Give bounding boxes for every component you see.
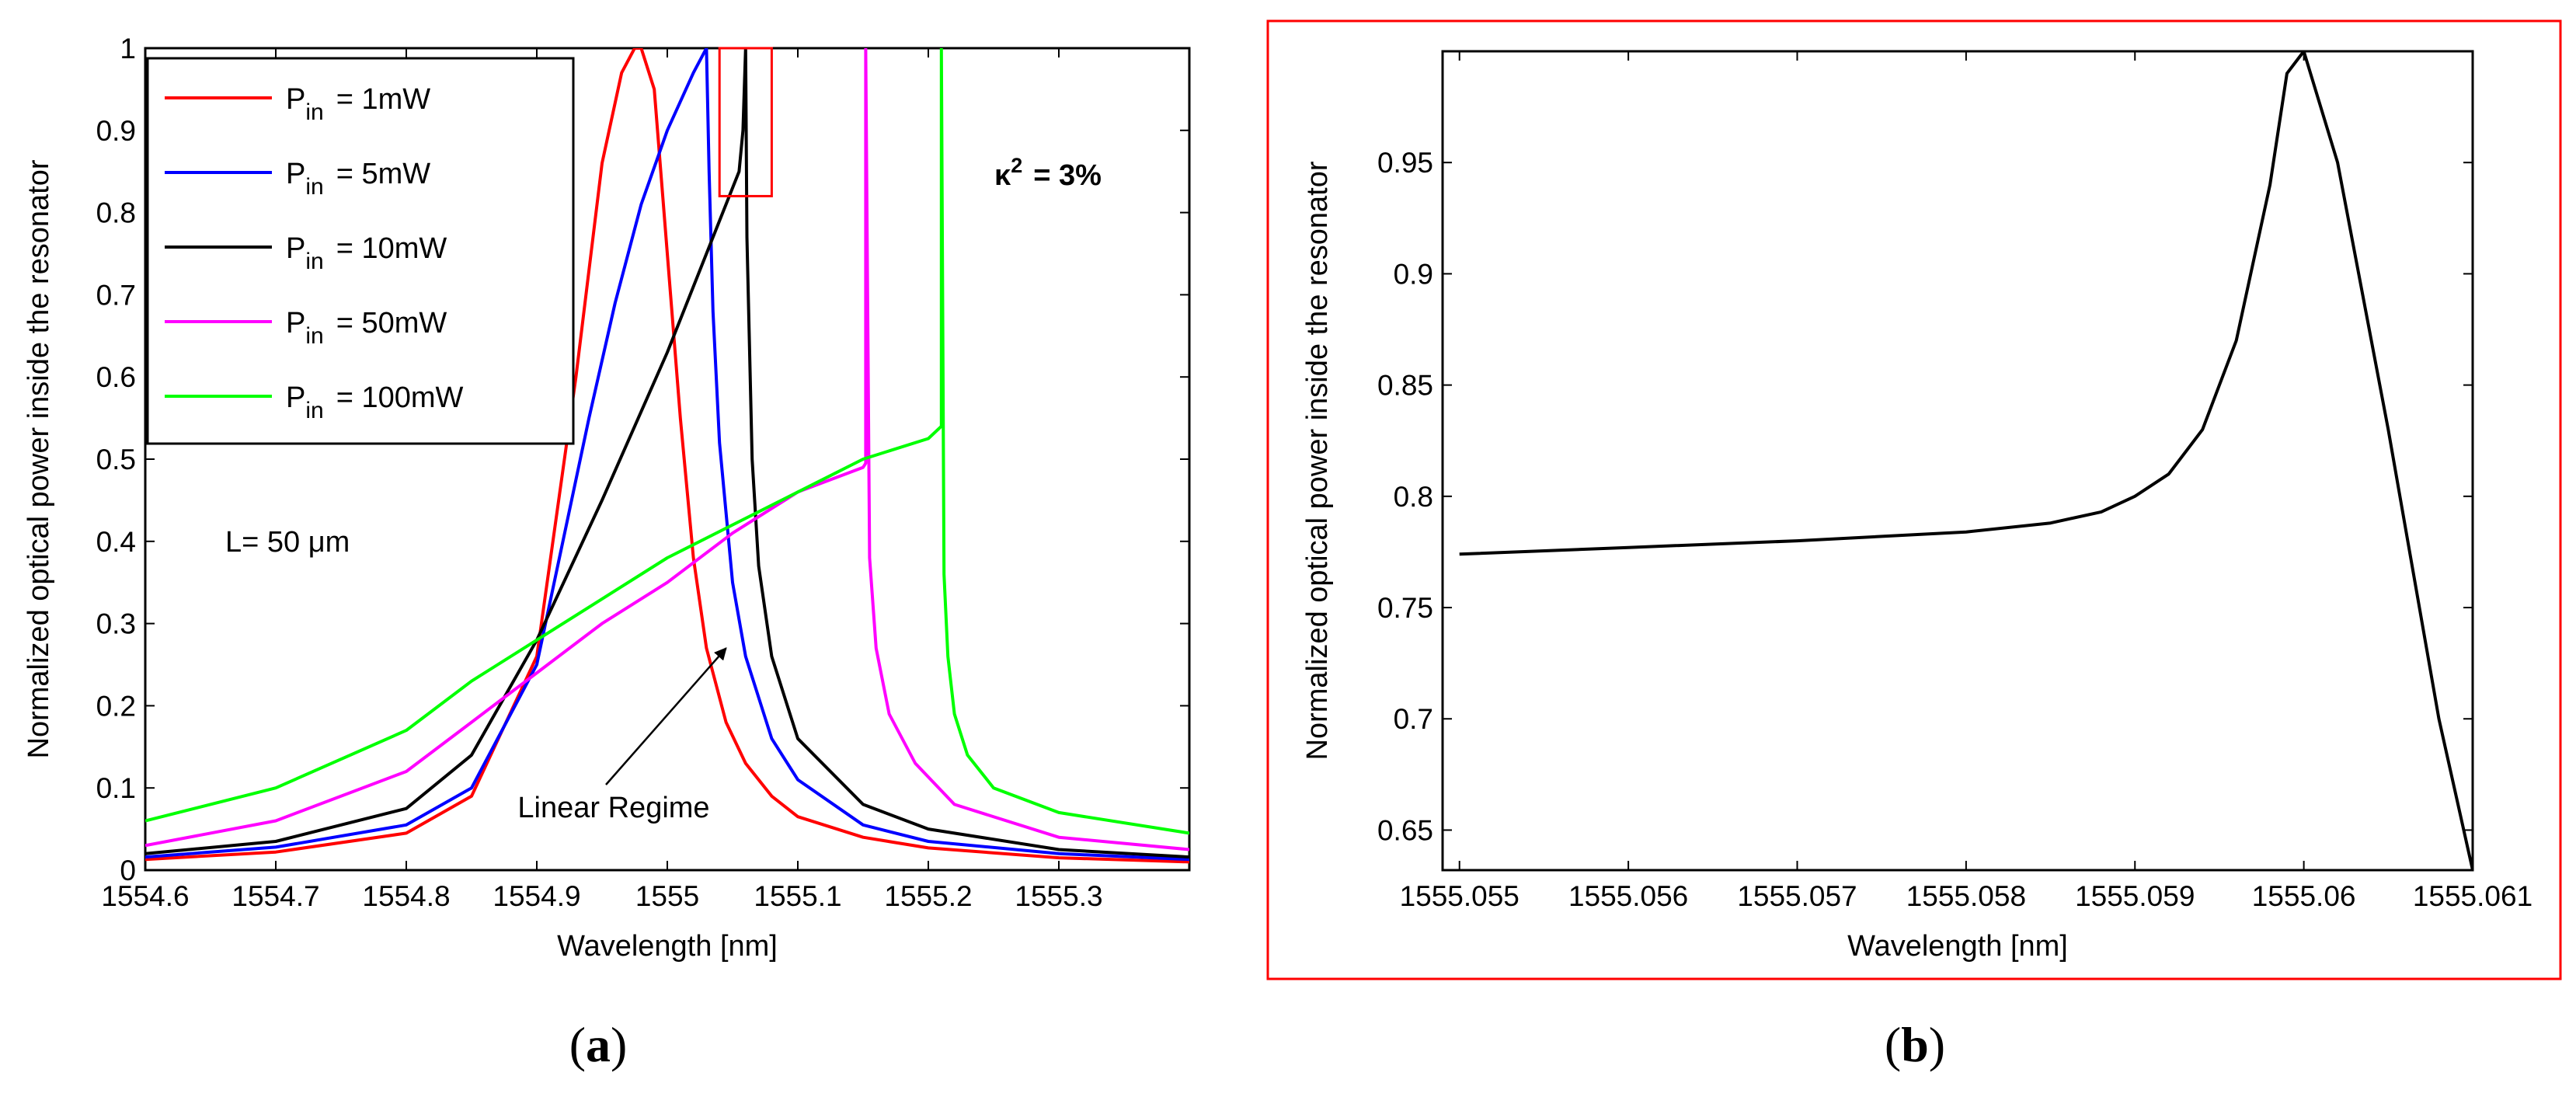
x-tick-label: 1555.057 bbox=[1737, 880, 1857, 912]
y-tick-label: 0 bbox=[120, 855, 136, 886]
y-tick-label: 0.65 bbox=[1377, 814, 1433, 846]
x-tick-label: 1555.2 bbox=[884, 880, 972, 912]
y-tick-label: 0.9 bbox=[1394, 258, 1433, 290]
x-tick-label: 1555.061 bbox=[2413, 880, 2532, 912]
kappa-exponent: 2 bbox=[1011, 154, 1022, 177]
legend: Pin = 1mW Pin = 5mW Pin = 10mW Pin = 50mW Pin = 1… bbox=[146, 57, 575, 445]
series-line-10mw bbox=[1459, 51, 2473, 870]
y-tick-label: 0.85 bbox=[1377, 370, 1433, 402]
x-tick-label: 1554.6 bbox=[101, 880, 189, 912]
y-tick-label: 0.75 bbox=[1377, 592, 1433, 624]
legend-entry: Pin = 50mW bbox=[286, 307, 447, 349]
y-ticks: 0 0.1 0.2 0.3 0.4 0.5 0.6 0.7 0.8 0.9 1 bbox=[96, 33, 1189, 886]
x-tick-label: 1555.06 bbox=[2252, 880, 2356, 912]
legend-prefix: P bbox=[286, 83, 305, 116]
y-tick-label: 1 bbox=[120, 33, 136, 64]
zoom-box bbox=[718, 47, 773, 197]
length-label: L= 50 μm bbox=[225, 526, 350, 559]
legend-entry: Pin = 5mW bbox=[286, 158, 430, 200]
kappa-symbol: κ bbox=[994, 159, 1011, 192]
legend-prefix: P bbox=[286, 381, 305, 414]
kappa-label: κ2 = 3% bbox=[994, 154, 1102, 192]
x-tick-label: 1555.1 bbox=[754, 880, 841, 912]
y-tick-label: 0.8 bbox=[1394, 481, 1433, 513]
x-ticks: 1554.6 1554.7 1554.8 1554.9 1555 1555.1 1555.2… bbox=[101, 48, 1103, 912]
plot-frame bbox=[1441, 50, 2474, 872]
series-lines bbox=[145, 48, 1189, 864]
y-tick-label: 0.8 bbox=[96, 197, 136, 229]
x-axis-label: Wavelength [nm] bbox=[557, 930, 778, 963]
series-line-50mw bbox=[145, 48, 1189, 851]
panel-a: 1554.6 1554.7 1554.8 1554.9 1555 1555.1 1555.2… bbox=[23, 33, 1191, 1072]
x-tick-label: 1554.8 bbox=[362, 880, 450, 912]
caption-a: (a) bbox=[569, 1017, 628, 1072]
panel-b: 1555.055 1555.056 1555.057 1555.058 1555.059… bbox=[1266, 19, 2562, 1072]
x-tick-label: 1554.9 bbox=[493, 880, 580, 912]
y-tick-label: 0.3 bbox=[96, 608, 136, 640]
series-line-10mw bbox=[145, 48, 1189, 859]
y-axis-label: Normalized optical power inside the reso… bbox=[1301, 161, 1334, 760]
y-axis-label: Normalized optical power inside the reso… bbox=[23, 159, 55, 758]
legend-entry: Pin = 10mW bbox=[286, 232, 447, 274]
legend-subscript: in bbox=[305, 323, 323, 349]
legend-value: = 10mW bbox=[336, 232, 447, 265]
legend-entry: Pin = 100mW bbox=[286, 381, 464, 423]
x-tick-label: 1554.7 bbox=[231, 880, 319, 912]
x-tick-label: 1555.056 bbox=[1568, 880, 1688, 912]
caption-b: (b) bbox=[1885, 1017, 1945, 1072]
legend-subscript: in bbox=[305, 398, 323, 423]
x-ticks: 1555.055 1555.056 1555.057 1555.058 1555.059… bbox=[1400, 51, 2532, 912]
legend-prefix: P bbox=[286, 158, 305, 190]
legend-entry: Pin = 1mW bbox=[286, 83, 430, 125]
y-tick-label: 0.5 bbox=[96, 444, 136, 475]
x-tick-label: 1555.3 bbox=[1015, 880, 1102, 912]
legend-value: = 50mW bbox=[336, 307, 447, 340]
y-tick-label: 0.7 bbox=[1394, 703, 1433, 735]
legend-subscript: in bbox=[305, 249, 323, 274]
y-tick-label: 0.95 bbox=[1377, 147, 1433, 179]
legend-prefix: P bbox=[286, 232, 305, 265]
x-tick-label: 1555 bbox=[635, 880, 699, 912]
x-tick-label: 1555.058 bbox=[1906, 880, 2026, 912]
y-tick-label: 0.2 bbox=[96, 690, 136, 722]
legend-value: = 100mW bbox=[336, 381, 464, 414]
x-axis-label: Wavelength [nm] bbox=[1847, 930, 2068, 963]
series-lines bbox=[1459, 51, 2473, 870]
y-tick-label: 0.6 bbox=[96, 361, 136, 393]
series-line-5mw bbox=[145, 48, 1189, 862]
y-tick-label: 0.4 bbox=[96, 526, 136, 558]
x-tick-label: 1555.059 bbox=[2075, 880, 2195, 912]
legend-prefix: P bbox=[286, 307, 305, 340]
legend-box bbox=[146, 57, 575, 445]
legend-value: = 1mW bbox=[336, 83, 431, 116]
kappa-value: = 3% bbox=[1033, 159, 1102, 192]
annotation-arrow bbox=[605, 647, 727, 785]
y-tick-label: 0.1 bbox=[96, 772, 136, 804]
series-line-100mw bbox=[145, 48, 1189, 835]
legend-subscript: in bbox=[305, 174, 323, 200]
x-tick-label: 1555.055 bbox=[1400, 880, 1519, 912]
y-ticks: 0.65 0.7 0.75 0.8 0.85 0.9 0.95 bbox=[1377, 147, 2473, 846]
legend-subscript: in bbox=[305, 99, 323, 125]
legend-value: = 5mW bbox=[336, 158, 431, 190]
y-tick-label: 0.7 bbox=[96, 279, 136, 311]
linear-regime-label: Linear Regime bbox=[517, 792, 709, 824]
zoom-inset-frame bbox=[1266, 19, 2562, 980]
y-tick-label: 0.9 bbox=[96, 115, 136, 147]
